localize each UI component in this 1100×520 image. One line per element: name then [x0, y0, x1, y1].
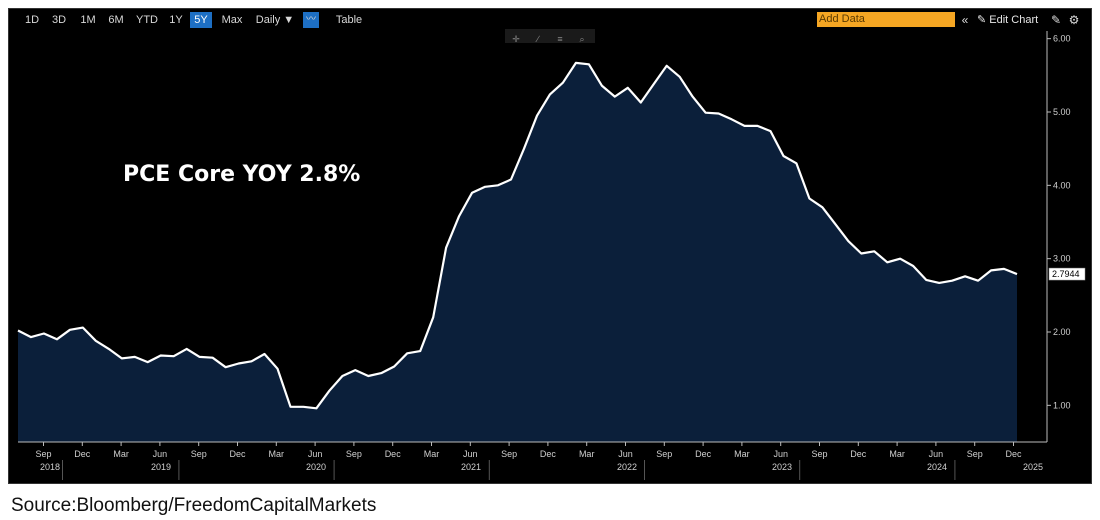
x-tick-label: Sep — [346, 449, 362, 459]
gear-icon[interactable]: ⚙ — [1068, 13, 1080, 27]
chart-type-icon[interactable]: 〰 — [303, 12, 319, 28]
chart-window: 1D 3D 1M 6M YTD 1Y 5Y Max Daily ▼ 〰 Tabl… — [8, 8, 1092, 484]
x-tick-label: Dec — [74, 449, 91, 459]
edit-chart-button[interactable]: ✎ Edit Chart — [977, 12, 1038, 28]
x-year-label: 2021 — [461, 462, 481, 472]
x-tick-label: Mar — [424, 449, 440, 459]
y-tick-label: 5.00 — [1053, 107, 1071, 117]
x-tick-label: Dec — [385, 449, 402, 459]
range-button-3d[interactable]: 3D — [51, 14, 67, 26]
x-tick-label: Mar — [889, 449, 905, 459]
x-tick-label: Dec — [540, 449, 557, 459]
x-tick-label: Mar — [113, 449, 129, 459]
x-tick-label: Dec — [695, 449, 712, 459]
range-button-1y[interactable]: 1Y — [169, 14, 183, 26]
last-value-label: 2.7944 — [1052, 269, 1080, 279]
x-year-label: 2022 — [617, 462, 637, 472]
x-tick-label: Sep — [35, 449, 51, 459]
y-tick-label: 6.00 — [1053, 34, 1071, 44]
range-button-ytd[interactable]: YTD — [136, 14, 158, 26]
series-line — [17, 61, 1018, 410]
pencil-icon: ✎ — [977, 14, 990, 26]
x-tick-label: Dec — [229, 449, 246, 459]
y-tick-label: 1.00 — [1053, 400, 1071, 410]
collapse-icon[interactable]: « — [961, 13, 969, 27]
y-tick-label: 3.00 — [1053, 254, 1071, 264]
x-year-label: 2023 — [772, 462, 792, 472]
frequency-dropdown[interactable]: Daily ▼ — [255, 14, 295, 26]
x-tick-label: Mar — [269, 449, 285, 459]
y-tick-label: 2.00 — [1053, 327, 1071, 337]
annotate-icon[interactable]: ✎ — [1050, 13, 1062, 27]
x-tick-label: Jun — [463, 449, 478, 459]
y-tick-label: 4.00 — [1053, 180, 1071, 190]
x-tick-label: Sep — [811, 449, 827, 459]
range-button-1m[interactable]: 1M — [80, 14, 96, 26]
source-caption: Source:Bloomberg/FreedomCapitalMarkets — [11, 495, 377, 516]
toolbar: 1D 3D 1M 6M YTD 1Y 5Y Max Daily ▼ 〰 Tabl… — [9, 9, 1091, 31]
x-year-label: 2024 — [927, 462, 947, 472]
x-year-label: 2025 — [1023, 462, 1043, 472]
range-button-6m[interactable]: 6M — [108, 14, 124, 26]
pce-core-chart: 1.00 2.00 3.00 4.00 5.00 6.00 2.7944 PCE Core Y… — [17, 31, 1086, 480]
x-tick-label: Mar — [734, 449, 750, 459]
annotation-label: PCE Core YOY 2.8% — [123, 162, 360, 187]
draw-icon[interactable]: ∕ — [537, 34, 539, 44]
edit-chart-label: Edit Chart — [989, 14, 1039, 26]
x-tick-label: Jun — [929, 449, 944, 459]
chart-mini-toolbar: ✛ ∕ ≡ ⌕ — [505, 29, 595, 44]
x-year-label: 2018 — [40, 462, 60, 472]
x-tick-label: Sep — [656, 449, 672, 459]
last-value-badge — [1048, 267, 1086, 281]
area-fill — [18, 62, 1017, 443]
x-tick-label: Jun — [773, 449, 788, 459]
range-button-5y[interactable]: 5Y — [190, 12, 212, 28]
x-year-label: 2020 — [306, 462, 326, 472]
x-tick-label: Jun — [308, 449, 323, 459]
add-data-input[interactable]: Add Data — [817, 12, 955, 27]
range-button-1d[interactable]: 1D — [24, 14, 40, 26]
range-button-max[interactable]: Max — [221, 14, 243, 26]
zoom-icon[interactable]: ⌕ — [579, 34, 585, 44]
x-tick-label: Jun — [153, 449, 168, 459]
x-tick-label: Sep — [967, 449, 983, 459]
bars-icon[interactable]: ≡ — [557, 34, 563, 44]
table-button[interactable]: Table — [335, 14, 363, 26]
x-tick-label: Dec — [1005, 449, 1022, 459]
x-tick-label: Mar — [579, 449, 595, 459]
crosshair-icon[interactable]: ✛ — [512, 34, 520, 44]
x-tick-label: Sep — [191, 449, 207, 459]
x-tick-label: Sep — [501, 449, 517, 459]
x-year-label: 2019 — [151, 462, 171, 472]
x-tick-label: Jun — [618, 449, 633, 459]
x-tick-label: Dec — [850, 449, 867, 459]
